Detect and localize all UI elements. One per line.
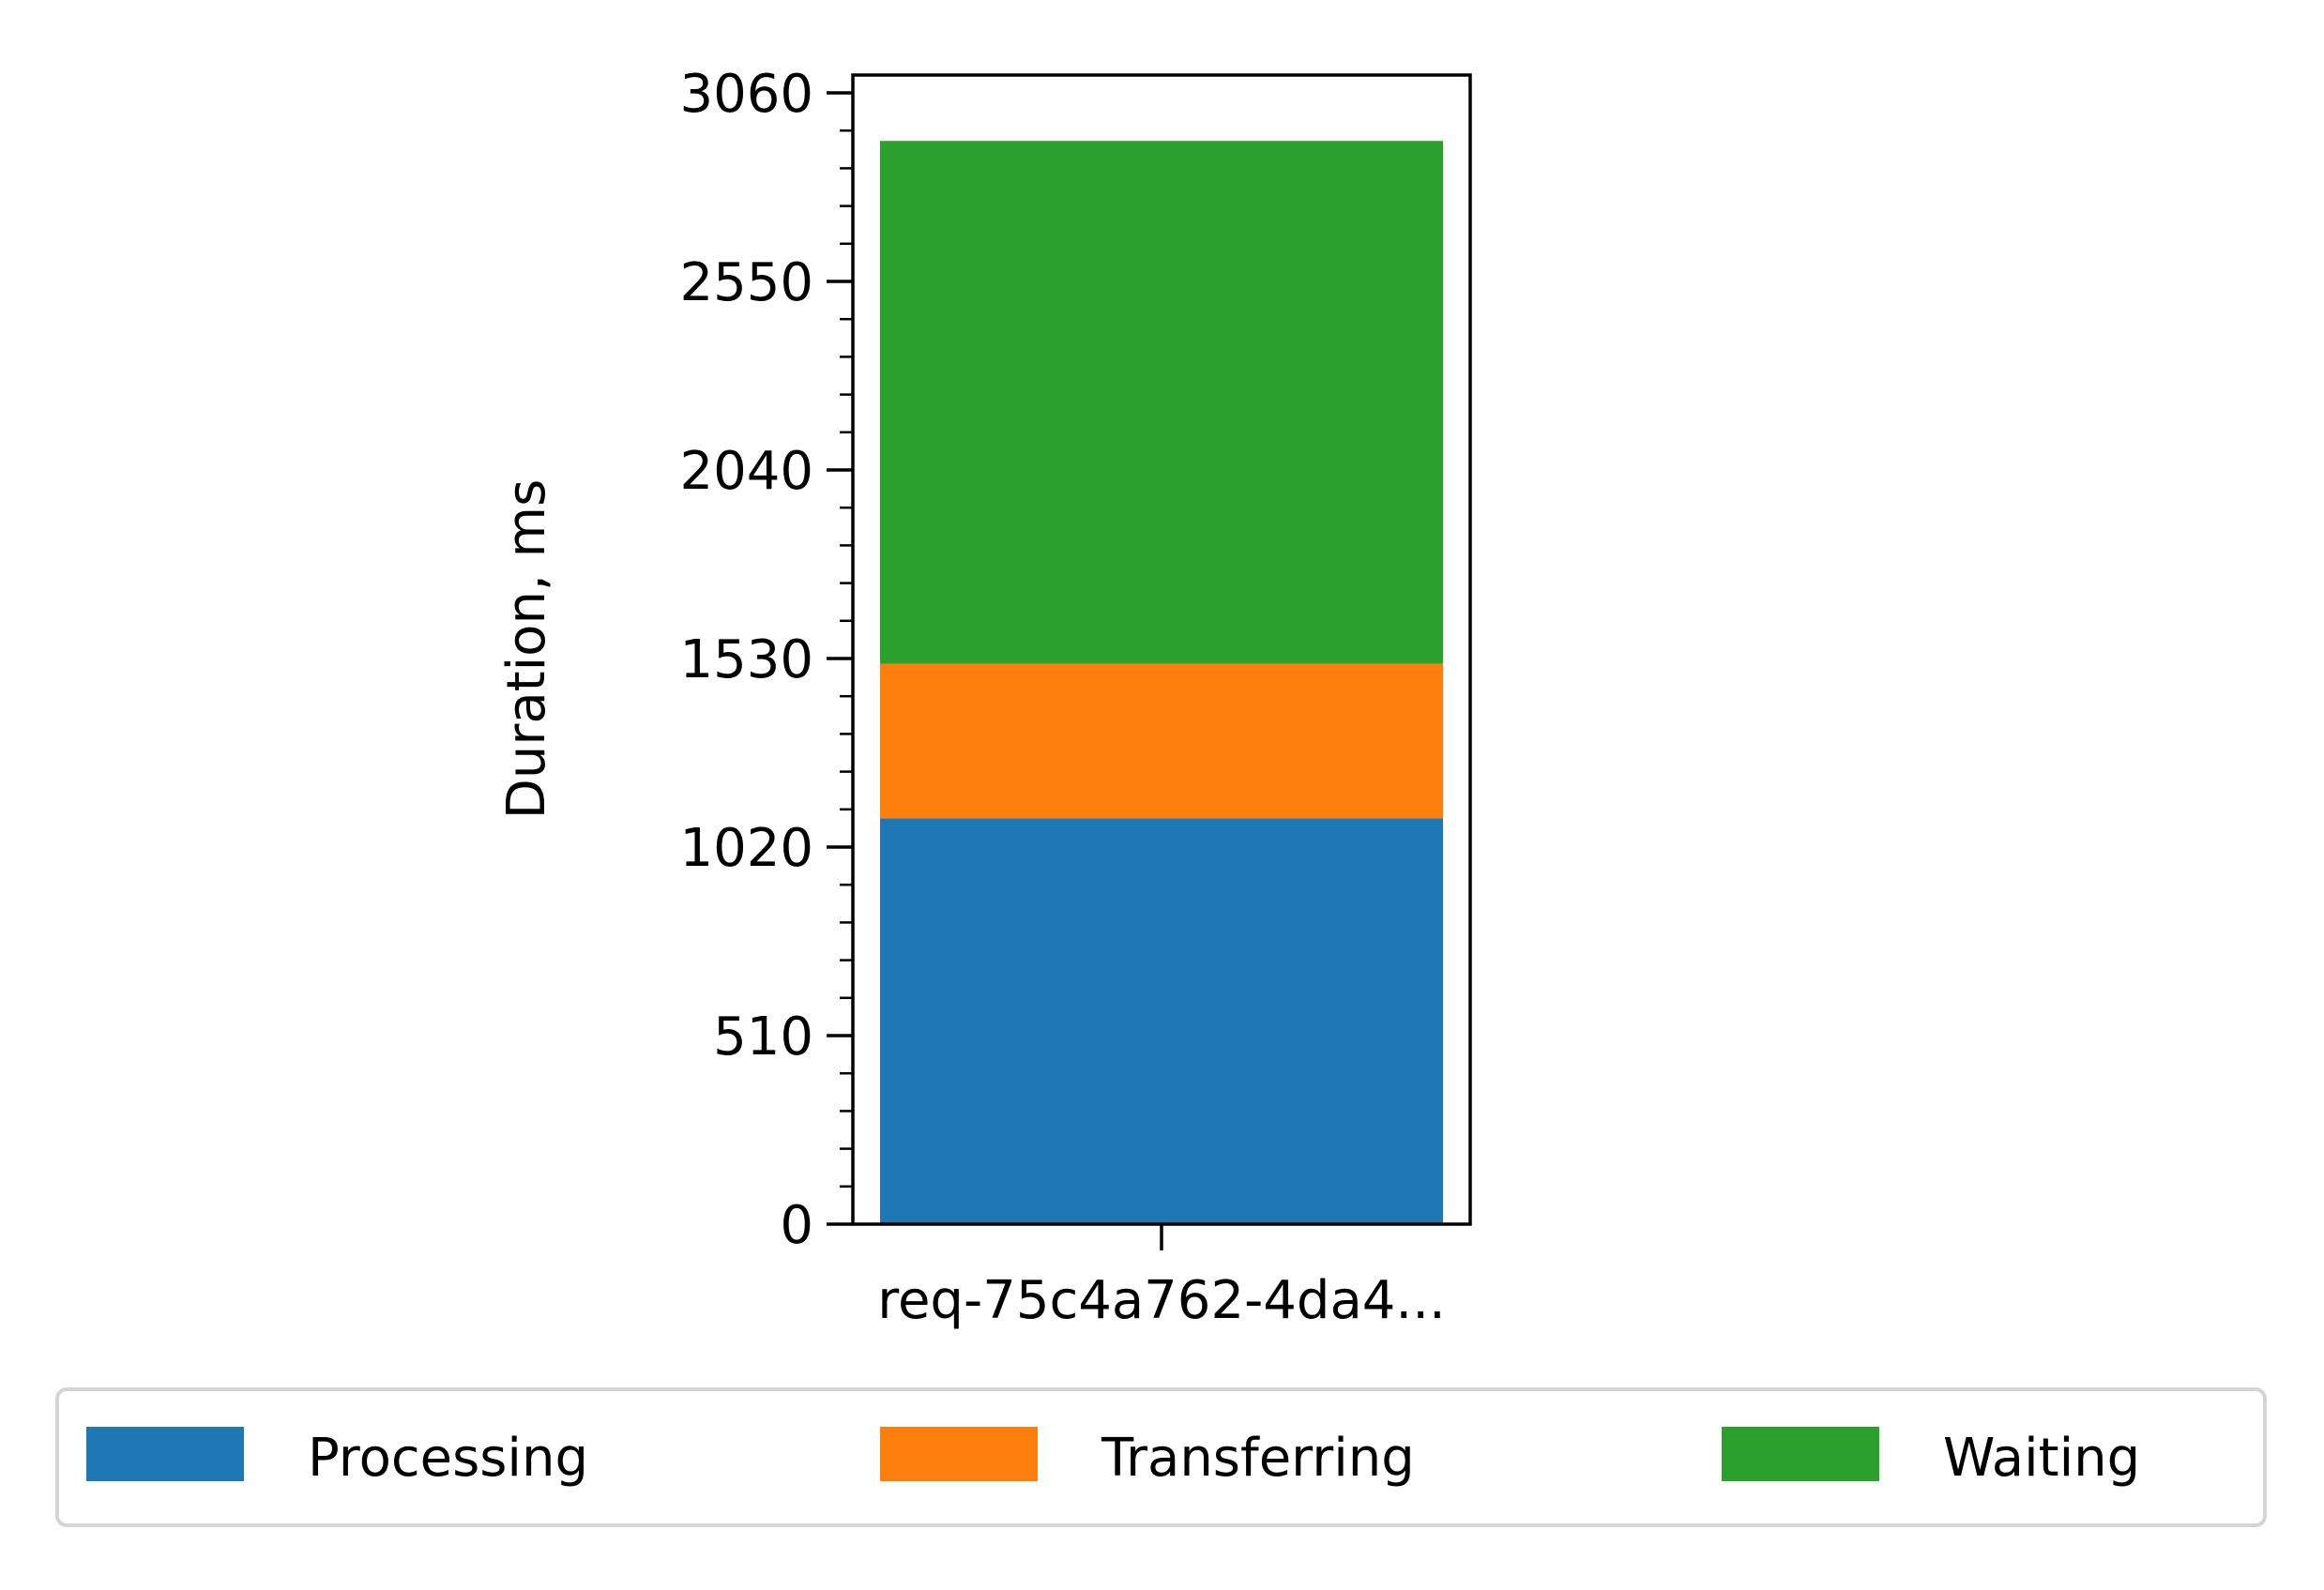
- legend-swatch-waiting: [1722, 1427, 1879, 1481]
- legend-label-transferring: Transferring: [1101, 1428, 1415, 1489]
- legend-frame: [55, 1387, 2267, 1527]
- y-tick-label: 0: [780, 1195, 813, 1256]
- legend-label-waiting: Waiting: [1943, 1428, 2140, 1489]
- bar-segments: [880, 141, 1443, 1224]
- bar-segment-processing: [880, 818, 1443, 1224]
- y-tick-label: 3060: [679, 64, 813, 125]
- y-tick-label: 510: [713, 1007, 813, 1068]
- legend: Processing Transferring Waiting: [55, 1387, 2267, 1527]
- bar-segment-transferring: [880, 663, 1443, 819]
- legend-label-processing: Processing: [308, 1428, 588, 1489]
- axes-frame: [851, 73, 1472, 1226]
- x-axis-ticks: req-75c4a762-4da4...: [877, 1224, 1446, 1331]
- y-axis-label: Duration, ms: [496, 479, 557, 820]
- legend-swatch-processing: [86, 1427, 244, 1481]
- y-axis-ticks: 0 510 1020 1530 2040 2550 3060: [679, 64, 853, 1256]
- bar-segment-waiting: [880, 141, 1443, 664]
- x-tick-label: req-75c4a762-4da4...: [877, 1270, 1446, 1331]
- y-tick-label: 2040: [679, 441, 813, 502]
- y-tick-label: 2550: [679, 252, 813, 313]
- y-tick-label: 1530: [679, 629, 813, 690]
- y-tick-label: 1020: [679, 818, 813, 879]
- legend-swatch-transferring: [880, 1427, 1038, 1481]
